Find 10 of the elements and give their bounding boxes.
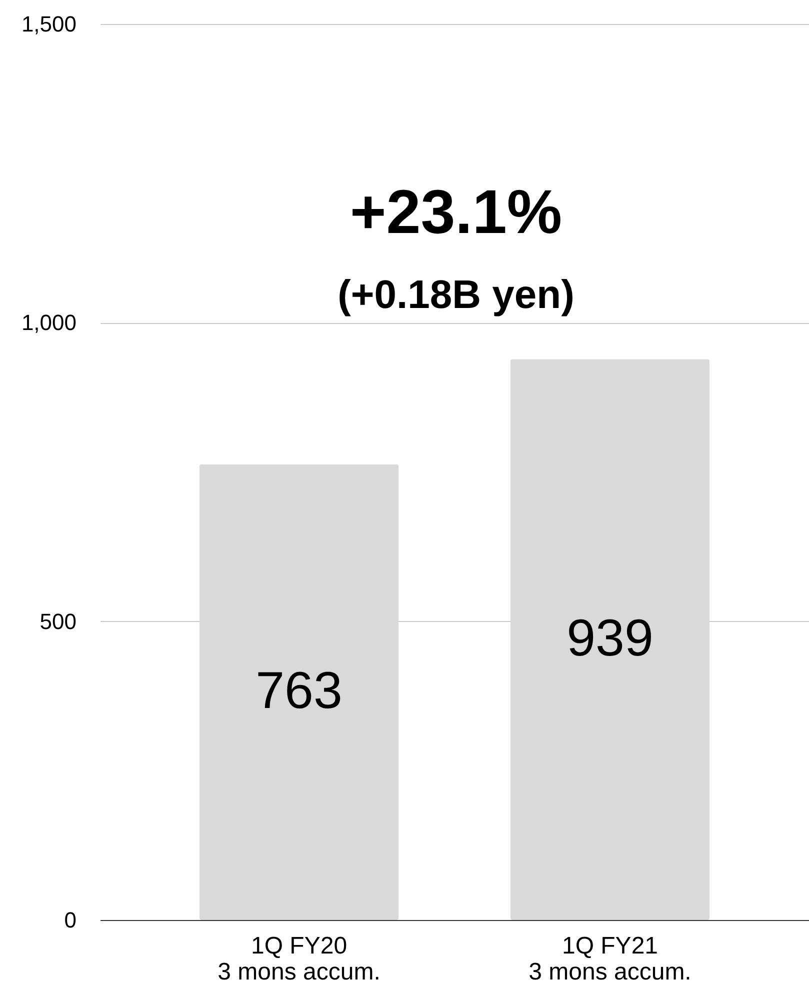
y-tick-label: 1,000 <box>21 310 76 336</box>
data-label: 939 <box>566 610 654 668</box>
y-tick-label: 500 <box>40 608 76 634</box>
y-tick-label: 1,500 <box>21 12 76 36</box>
x-tick-label: 1Q FY21 3 mons accum. <box>528 932 692 986</box>
x-tick-label: 1Q FY20 3 mons accum. <box>218 932 380 986</box>
data-label: 763 <box>256 662 342 720</box>
y-tick-label: 0 <box>64 908 76 932</box>
annotation: +23.1% <box>350 178 562 247</box>
annotation: (+0.18B yen) <box>338 273 574 317</box>
